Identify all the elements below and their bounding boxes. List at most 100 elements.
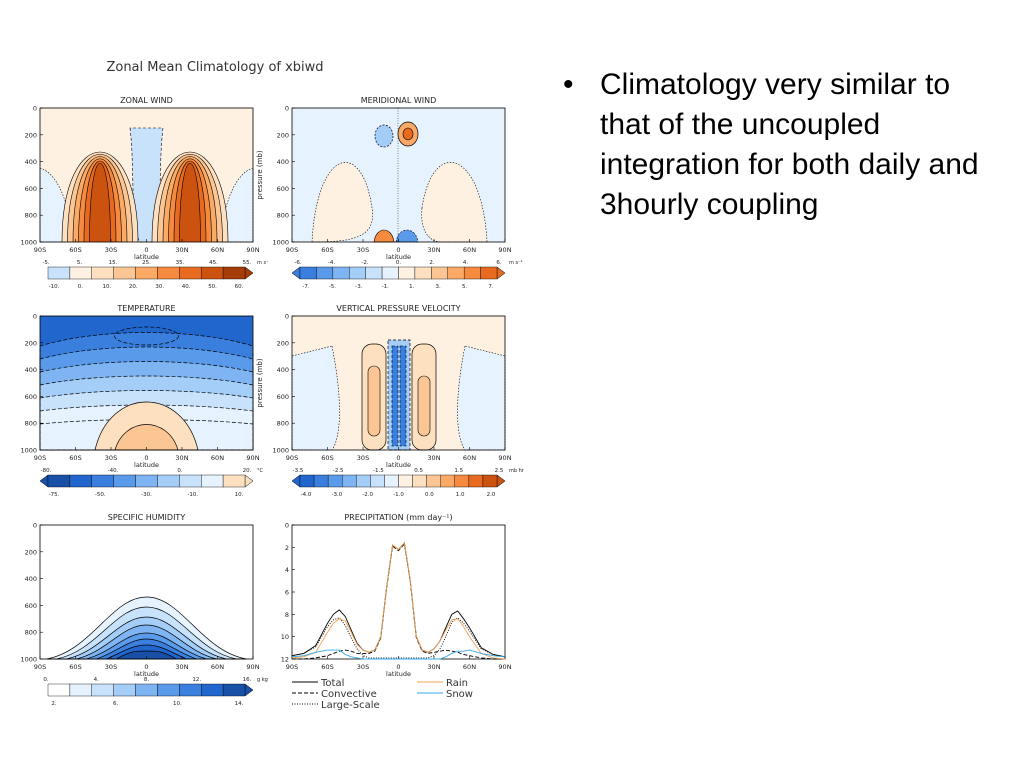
y-tick-label: 2 bbox=[285, 544, 289, 552]
colorbar-cell bbox=[468, 474, 484, 488]
colorbar-lower-label: 20. bbox=[129, 284, 138, 290]
colorbar-cell bbox=[201, 474, 224, 488]
colorbar-cell bbox=[332, 266, 350, 280]
colorbar-cell bbox=[201, 266, 224, 280]
y-tick-label: 0 bbox=[285, 522, 289, 530]
colorbar-cell bbox=[157, 266, 180, 280]
x-tick-label: 60S bbox=[321, 454, 333, 462]
colorbar-upper-label: -2.5 bbox=[333, 468, 344, 474]
colorbar-upper-label: -2. bbox=[361, 260, 368, 266]
tropopause-cold-core bbox=[114, 326, 179, 346]
y-tick-label: 400 bbox=[277, 366, 289, 374]
colorbar-lower-label: 5. bbox=[462, 284, 467, 290]
colorbar-arrow-right bbox=[244, 266, 254, 280]
south-positive-region bbox=[311, 162, 373, 243]
jet-contour bbox=[89, 162, 111, 243]
colorbar-cell bbox=[179, 266, 202, 280]
legend-label: Convective bbox=[321, 689, 377, 700]
y-tick-label: 4 bbox=[285, 566, 289, 574]
colorbar-arrow-right bbox=[244, 474, 254, 488]
x-tick-label: 90S bbox=[286, 246, 298, 254]
colorbar-cell bbox=[482, 474, 498, 488]
colorbar-units: mb hr⁻¹ bbox=[509, 468, 524, 474]
colorbar-upper-label: 4. bbox=[463, 260, 468, 266]
colorbar-cell bbox=[157, 474, 180, 488]
colorbar-upper-label: 20. bbox=[243, 468, 252, 474]
y-tick-label: 800 bbox=[25, 420, 37, 428]
colorbar-arrow-right bbox=[496, 266, 506, 280]
colorbar-upper-label: 2.5 bbox=[495, 468, 504, 474]
colorbar-lower-label: 40. bbox=[182, 284, 191, 290]
bullet-symbol: • bbox=[563, 68, 574, 101]
colorbar-cell bbox=[454, 474, 470, 488]
x-axis-label: latitude bbox=[134, 670, 159, 678]
y-tick-label: 800 bbox=[277, 212, 289, 220]
colorbar-lower-label: -50. bbox=[95, 492, 106, 498]
x-tick-label: 90S bbox=[34, 454, 46, 462]
y-tick-label: 600 bbox=[25, 393, 37, 401]
descent-region-south bbox=[291, 345, 340, 451]
y-tick-label: 0 bbox=[285, 313, 289, 321]
x-tick-label: 30N bbox=[175, 246, 188, 254]
colorbar-upper-label: 0. bbox=[396, 260, 401, 266]
y-tick-label: 600 bbox=[25, 185, 37, 193]
colorbar-cell bbox=[91, 474, 114, 488]
descent-region-north bbox=[457, 345, 506, 451]
colorbar-cell bbox=[135, 474, 158, 488]
colorbar-cell bbox=[91, 266, 114, 280]
colorbar-upper-label: 0.5 bbox=[414, 468, 423, 474]
colorbar-cell bbox=[179, 474, 202, 488]
colorbar-cell bbox=[135, 266, 158, 280]
colorbar-lower-label: -1.0 bbox=[393, 492, 404, 498]
hadley-cell-south bbox=[374, 124, 394, 148]
x-tick-label: 60S bbox=[69, 663, 81, 671]
colorbar-lower-label: 0. bbox=[78, 284, 83, 290]
x-axis-label: latitude bbox=[134, 461, 159, 469]
x-tick-label: 60S bbox=[321, 246, 333, 254]
colorbar-cell bbox=[69, 474, 92, 488]
x-tick-label: 30S bbox=[357, 454, 369, 462]
y-tick-label: 10 bbox=[281, 633, 289, 641]
itcz-core-2 bbox=[399, 345, 407, 447]
legend-label: Total bbox=[320, 678, 344, 689]
colorbar-cell bbox=[463, 266, 481, 280]
x-tick-label: 0 bbox=[144, 663, 148, 671]
x-tick-label: 60S bbox=[69, 246, 81, 254]
colorbar-arrow-right bbox=[496, 474, 506, 488]
y-tick-label: 1000 bbox=[20, 239, 37, 247]
y-tick-label: 400 bbox=[25, 366, 37, 374]
colorbar-cell bbox=[113, 683, 136, 697]
x-tick-label: 90N bbox=[246, 246, 259, 254]
colorbar-upper-label: -1.5 bbox=[373, 468, 384, 474]
x-tick-label: 30N bbox=[427, 246, 440, 254]
humidity-contour bbox=[115, 650, 178, 660]
colorbar-cell bbox=[414, 266, 432, 280]
colorbar-cell bbox=[349, 266, 366, 280]
y-tick-label: 1000 bbox=[20, 656, 37, 664]
series-line-snow bbox=[291, 649, 506, 660]
x-tick-label: 30N bbox=[175, 663, 188, 671]
y-tick-label: 600 bbox=[277, 393, 289, 401]
y-tick-label: 600 bbox=[277, 185, 289, 193]
colorbar-lower-label: 50. bbox=[208, 284, 217, 290]
colorbar-cell bbox=[398, 266, 416, 280]
x-tick-label: 90N bbox=[498, 454, 511, 462]
x-tick-label: 0 bbox=[396, 663, 400, 671]
bullet-item: • Climatology very similar to that of th… bbox=[563, 65, 1003, 225]
colorbar-upper-label: 1.5 bbox=[454, 468, 463, 474]
colorbar-upper-label: -4. bbox=[328, 260, 335, 266]
descent-core-south bbox=[367, 365, 381, 437]
y-tick-label: 800 bbox=[277, 420, 289, 428]
x-tick-label: 60N bbox=[463, 663, 476, 671]
x-tick-label: 60S bbox=[69, 454, 81, 462]
warm-surface-2 bbox=[114, 424, 179, 451]
legend-label: Snow bbox=[446, 689, 473, 700]
series-line-total bbox=[291, 541, 506, 658]
colorbar-upper-label: -80. bbox=[41, 468, 52, 474]
colorbar-cell bbox=[91, 683, 114, 697]
x-tick-label: 30N bbox=[427, 663, 440, 671]
colorbar-cell bbox=[299, 474, 315, 488]
